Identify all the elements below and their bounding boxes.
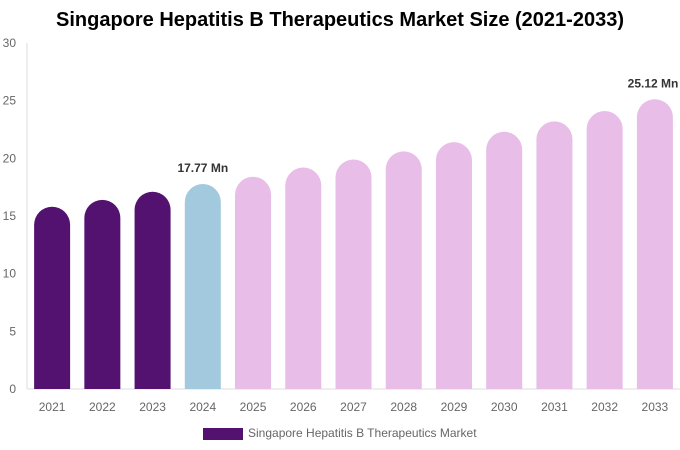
x-tick-label: 2028	[390, 400, 417, 414]
x-tick-label: 2031	[541, 400, 568, 414]
data-label: 17.77 Mn	[177, 161, 228, 175]
bar-2024	[184, 184, 221, 389]
x-tick-label: 2024	[189, 400, 216, 414]
bar-2031	[536, 121, 573, 389]
y-tick-label: 15	[3, 209, 17, 223]
x-tick-label: 2027	[340, 400, 367, 414]
y-tick-label: 10	[3, 267, 17, 281]
y-tick-label: 25	[3, 94, 17, 108]
bar-2025	[235, 176, 272, 389]
x-tick-label: 2029	[441, 400, 468, 414]
x-tick-label: 2022	[89, 400, 116, 414]
x-tick-label: 2023	[139, 400, 166, 414]
y-tick-label: 0	[9, 382, 16, 396]
x-tick-label: 2032	[591, 400, 618, 414]
y-tick-label: 20	[3, 151, 17, 165]
bar-2027	[335, 159, 372, 389]
legend-swatch	[203, 428, 243, 440]
x-tick-label: 2021	[39, 400, 66, 414]
chart-title: Singapore Hepatitis B Therapeutics Marke…	[56, 9, 624, 31]
bar-2021	[34, 206, 71, 389]
legend-label: Singapore Hepatitis B Therapeutics Marke…	[248, 426, 477, 440]
bar-2022	[84, 199, 121, 389]
bar-2023	[134, 191, 171, 389]
bar-2028	[385, 151, 422, 389]
y-tick-label: 5	[9, 324, 16, 338]
x-tick-label: 2030	[491, 400, 518, 414]
bar-2033	[636, 99, 673, 390]
bar-2032	[586, 111, 623, 389]
data-label: 25.12 Mn	[628, 76, 679, 90]
bar-2030	[486, 131, 523, 389]
x-tick-label: 2026	[290, 400, 317, 414]
y-tick-label: 30	[3, 36, 17, 50]
bar-2026	[285, 167, 322, 389]
bar-2029	[435, 142, 472, 389]
x-tick-label: 2025	[240, 400, 267, 414]
x-tick-label: 2033	[642, 400, 669, 414]
